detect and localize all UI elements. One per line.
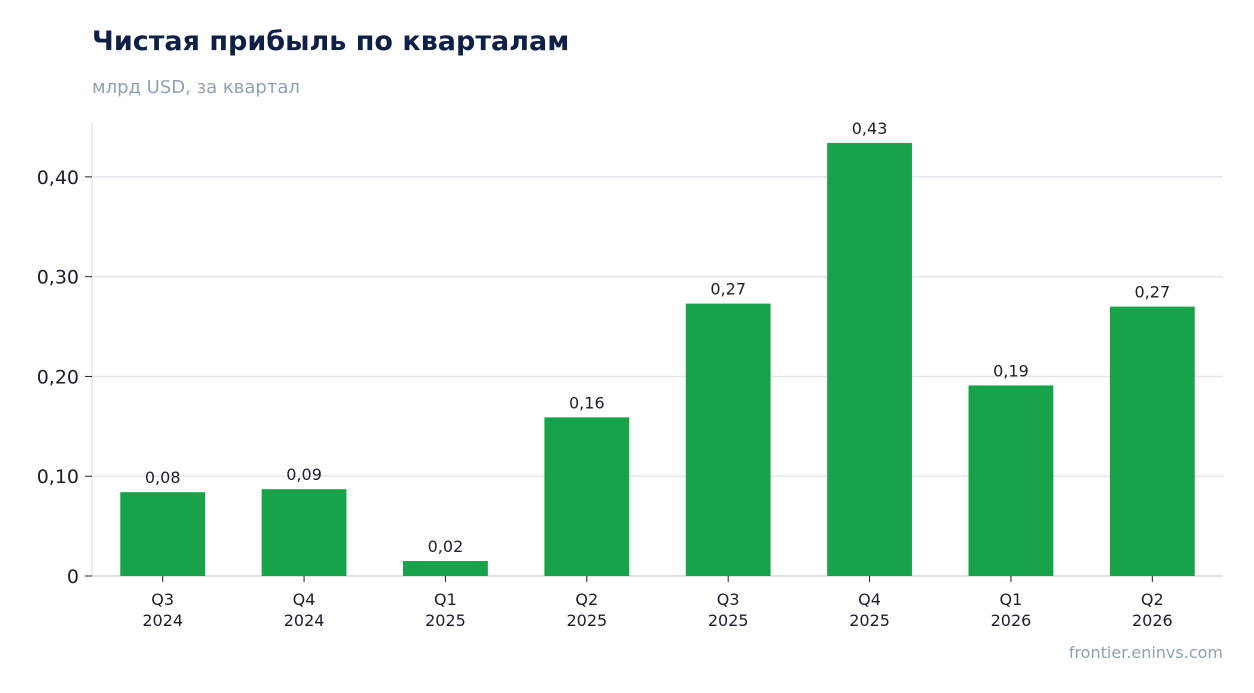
data-label: 0,27 — [710, 280, 746, 299]
x-tick-label-year: 2025 — [708, 611, 749, 630]
y-axis-ticks: 0 0,10 0,20 0,30 0,40 — [37, 167, 92, 588]
bar — [1109, 306, 1195, 576]
data-label: 0,27 — [1135, 283, 1171, 302]
x-tick-label-quarter: Q4 — [293, 590, 316, 609]
bars — [120, 142, 1195, 576]
data-label: 0,09 — [286, 465, 322, 484]
bar — [827, 142, 912, 576]
y-tick-label: 0,30 — [37, 267, 79, 289]
x-tick-label-quarter: Q4 — [858, 590, 881, 609]
y-tick-label: 0,10 — [37, 466, 79, 488]
x-tick-label-quarter: Q2 — [1141, 590, 1164, 609]
data-label: 0,08 — [145, 468, 181, 487]
x-tick-label-quarter: Q2 — [575, 590, 598, 609]
bar — [261, 489, 347, 576]
y-tick-label: 0,40 — [37, 167, 79, 189]
x-tick-label-quarter: Q3 — [151, 590, 174, 609]
x-tick-label-year: 2024 — [142, 611, 183, 630]
x-tick-label-quarter: Q3 — [717, 590, 740, 609]
bar — [685, 303, 771, 576]
chart-subtitle: млрд USD, за квартал — [92, 77, 300, 98]
x-tick-label-year: 2026 — [1132, 611, 1173, 630]
x-tick-label-quarter: Q1 — [434, 590, 457, 609]
x-axis-ticks: Q3 2024 Q4 2024 Q1 2025 Q2 2025 Q3 2025 Q4 2025 Q1 20… — [142, 576, 1173, 630]
x-tick-label-year: 2025 — [849, 611, 890, 630]
x-tick-label-year: 2025 — [566, 611, 607, 630]
data-label: 0,02 — [428, 537, 464, 556]
x-tick-label-quarter: Q1 — [1000, 590, 1023, 609]
x-tick-label-year: 2024 — [284, 611, 325, 630]
chart-title: Чистая прибыль по кварталам — [92, 26, 570, 57]
bar — [544, 417, 630, 576]
x-tick-label-year: 2026 — [991, 611, 1032, 630]
source-credit: frontier.eninvs.com — [1068, 643, 1223, 662]
bar — [403, 561, 488, 576]
y-tick-label: 0 — [67, 566, 79, 588]
data-label: 0,19 — [993, 361, 1029, 380]
data-labels: 0,08 0,09 0,02 0,16 0,27 0,43 0,19 0,27 — [145, 119, 1170, 556]
bar — [968, 385, 1054, 576]
y-tick-label: 0,20 — [37, 366, 79, 388]
data-label: 0,16 — [569, 393, 605, 412]
data-label: 0,43 — [852, 119, 888, 138]
bar — [120, 492, 206, 576]
x-tick-label-year: 2025 — [425, 611, 466, 630]
